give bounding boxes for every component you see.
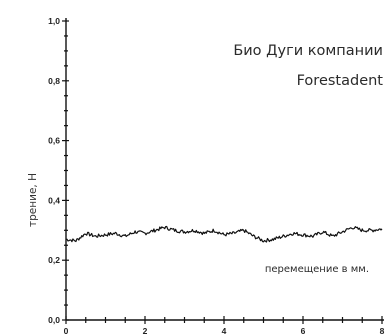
- title-line-1: Био Дуги компании: [233, 43, 383, 59]
- y-tick-label: 1,0: [48, 16, 60, 26]
- axes: [62, 18, 384, 324]
- x-tick-label: 8: [380, 326, 385, 336]
- series-layer: [65, 225, 383, 243]
- y-tick-label: 0,4: [48, 195, 60, 205]
- series-line: [65, 225, 383, 243]
- text-layer: Био Дуги компании Forestadent перемещени…: [27, 16, 385, 336]
- x-tick-label: 0: [64, 326, 69, 336]
- y-tick-label: 0,6: [48, 136, 60, 146]
- x-tick-label: 2: [143, 326, 148, 336]
- x-tick-label: 6: [301, 326, 306, 336]
- y-axis-label: трение, Н: [27, 173, 39, 227]
- y-tick-label: 0,8: [48, 76, 60, 86]
- y-tick-label: 0,2: [48, 255, 60, 265]
- y-tick-label: 0,0: [48, 315, 60, 325]
- title-line-2: Forestadent: [297, 73, 384, 89]
- x-tick-label: 4: [222, 326, 227, 336]
- x-axis-note: перемещение в мм.: [265, 264, 369, 275]
